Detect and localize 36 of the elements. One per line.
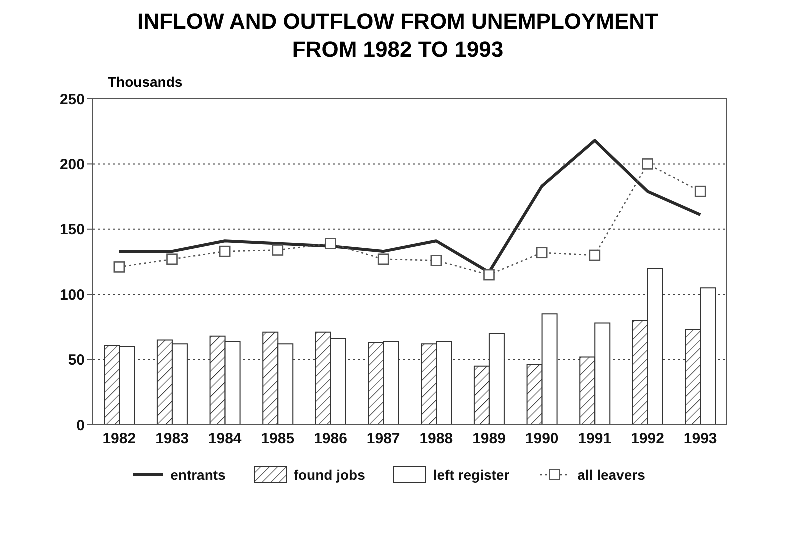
x-tick-label: 1993: [684, 430, 718, 448]
y-tick-label: 50: [68, 352, 85, 370]
x-tick-label: 1986: [314, 430, 348, 448]
point: [430, 255, 442, 266]
x-tick-label: 1992: [631, 430, 664, 448]
point: [114, 262, 126, 273]
point: [219, 246, 231, 258]
point: [694, 186, 706, 198]
x-tick-label: 1990: [525, 430, 559, 448]
x-tick-label: 1987: [366, 430, 400, 448]
x-tick-label: 1983: [156, 430, 189, 448]
legend-label: all leavers: [576, 466, 646, 485]
point: [589, 250, 601, 262]
y-tick-label: 100: [60, 286, 85, 304]
y-tick-label: 200: [60, 156, 85, 174]
x-tick-label: 1984: [208, 430, 242, 448]
point: [536, 247, 548, 259]
chart-title: INFLOW AND OUTFLOW FROM UNEMPLOYMENT FROM 1982 TO 1993: [136, 8, 660, 64]
x-tick-label: 1991: [578, 430, 612, 448]
point: [325, 238, 336, 250]
point: [484, 269, 495, 281]
x-tick-label: 1985: [261, 430, 295, 448]
x-tick-label: 1988: [420, 430, 454, 448]
y-tick-label: 250: [60, 91, 85, 108]
legend-label: left register: [432, 466, 510, 485]
y-tick-label: 150: [60, 222, 85, 239]
point: [272, 244, 284, 256]
point: [166, 254, 178, 266]
x-tick-label: 1989: [472, 430, 506, 448]
y-axis-title: Thousands: [108, 74, 184, 90]
legend-label: found jobs: [292, 466, 366, 485]
point: [378, 254, 390, 266]
x-tick-label: 1982: [102, 430, 136, 448]
legend-label: entrants: [170, 466, 226, 485]
point: [642, 158, 654, 170]
y-tick-label: 0: [76, 417, 85, 434]
